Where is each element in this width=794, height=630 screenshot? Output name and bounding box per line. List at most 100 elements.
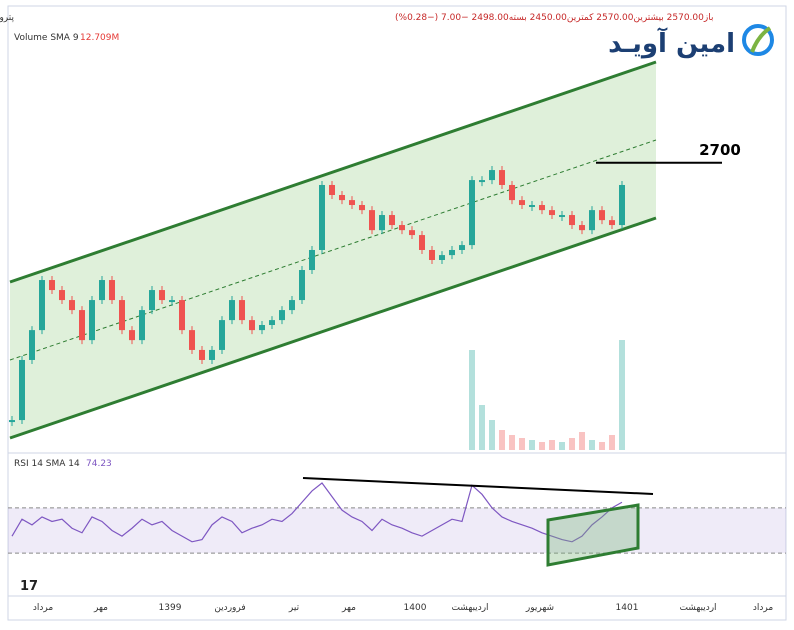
x-tick-label: مهر bbox=[341, 603, 356, 613]
candle bbox=[489, 170, 495, 181]
candle bbox=[39, 280, 45, 331]
candle bbox=[499, 170, 505, 185]
candle bbox=[299, 270, 305, 301]
candle bbox=[89, 300, 95, 341]
candle bbox=[609, 220, 615, 226]
volume-bar bbox=[569, 438, 575, 450]
candle bbox=[269, 320, 275, 326]
candle bbox=[569, 215, 575, 226]
candle bbox=[529, 205, 535, 208]
logo-icon bbox=[742, 24, 774, 56]
candle bbox=[389, 215, 395, 226]
candle bbox=[279, 310, 285, 321]
volume-bar bbox=[559, 442, 565, 450]
candle bbox=[179, 300, 185, 331]
candle bbox=[289, 300, 295, 311]
candle bbox=[579, 225, 585, 231]
candle bbox=[139, 310, 145, 341]
candle bbox=[249, 320, 255, 331]
candle bbox=[539, 205, 545, 211]
x-tick-label: مرداد bbox=[753, 603, 773, 613]
candle bbox=[479, 180, 485, 183]
candle bbox=[339, 194, 345, 201]
volume-bar bbox=[579, 432, 585, 450]
candle bbox=[519, 200, 525, 206]
volume-bar bbox=[549, 440, 555, 450]
candle bbox=[199, 349, 205, 360]
logo-text: امین آویـد bbox=[608, 27, 735, 59]
candle bbox=[329, 184, 335, 195]
candle bbox=[49, 280, 55, 291]
candle bbox=[229, 300, 235, 321]
candle bbox=[439, 255, 445, 261]
ohlc-line: باز2570.00 بیشترین2570.00 کمترین2450.00 … bbox=[395, 13, 713, 23]
candle bbox=[549, 210, 555, 216]
volume-bar bbox=[469, 350, 475, 450]
candle bbox=[129, 330, 135, 341]
candle bbox=[189, 330, 195, 350]
candle bbox=[379, 215, 385, 231]
channel-fill bbox=[10, 62, 656, 438]
candle bbox=[209, 349, 215, 360]
price-level-label: 2700 bbox=[699, 141, 741, 159]
candle bbox=[19, 359, 25, 421]
candle bbox=[399, 225, 405, 231]
tv-logo: 17 bbox=[20, 579, 38, 594]
rsi-label: RSI 14 SMA 14 bbox=[14, 459, 80, 469]
candle bbox=[149, 290, 155, 311]
x-tick-label: فروردین bbox=[214, 603, 245, 613]
candle bbox=[29, 330, 35, 360]
x-tick-label: 1400 bbox=[404, 603, 427, 613]
candle bbox=[99, 280, 105, 301]
candle bbox=[359, 205, 365, 211]
volume-bar bbox=[589, 440, 595, 450]
logo-icon-leaf bbox=[750, 26, 772, 53]
rsi-channel bbox=[546, 503, 640, 567]
rsi-line bbox=[11, 482, 623, 543]
volume-bar bbox=[499, 430, 505, 450]
volume-bar bbox=[489, 420, 495, 450]
candle bbox=[69, 300, 75, 311]
channel-lower bbox=[9, 216, 657, 440]
x-tick-label: 1401 bbox=[616, 603, 639, 613]
candle bbox=[169, 300, 175, 303]
volume-label: Volume SMA 9 bbox=[14, 33, 79, 43]
candle bbox=[59, 290, 65, 301]
volume-value: 12.709M bbox=[80, 33, 119, 43]
candle bbox=[349, 200, 355, 206]
candle bbox=[449, 249, 455, 256]
rsi-value: 74.23 bbox=[86, 459, 112, 469]
rsi-trendline bbox=[302, 477, 654, 495]
volume-bar bbox=[479, 405, 485, 450]
candle bbox=[119, 300, 125, 331]
candle bbox=[319, 184, 325, 250]
volume-bar bbox=[539, 442, 545, 450]
candle bbox=[419, 235, 425, 250]
candle bbox=[469, 180, 475, 246]
candle bbox=[619, 184, 625, 226]
candle bbox=[159, 290, 165, 301]
x-tick-label: مرداد bbox=[33, 603, 53, 613]
candle bbox=[259, 325, 265, 331]
volume-bar bbox=[519, 438, 525, 450]
candle bbox=[369, 210, 375, 231]
volume-bar bbox=[509, 435, 515, 450]
x-tick-label: اردیبهشت bbox=[451, 603, 488, 613]
candle bbox=[239, 300, 245, 321]
candle bbox=[429, 249, 435, 261]
volume-bar bbox=[599, 442, 605, 450]
candle bbox=[599, 210, 605, 221]
channel-mid bbox=[9, 139, 657, 361]
rsi-band bbox=[8, 507, 786, 554]
candle bbox=[9, 420, 15, 423]
candle bbox=[309, 249, 315, 271]
candle bbox=[589, 210, 595, 231]
volume-bar bbox=[609, 435, 615, 450]
candle bbox=[409, 230, 415, 236]
candle bbox=[219, 320, 225, 350]
plot-layer: 2700 مرداد مهر 1399 فروردین تیر مهر 1400 اردیبهش… bbox=[8, 141, 786, 613]
volume-bar bbox=[529, 440, 535, 450]
symbol-line: پتروشیمی پارس · 1D · بورس bbox=[0, 13, 14, 23]
channel-upper bbox=[9, 60, 657, 284]
